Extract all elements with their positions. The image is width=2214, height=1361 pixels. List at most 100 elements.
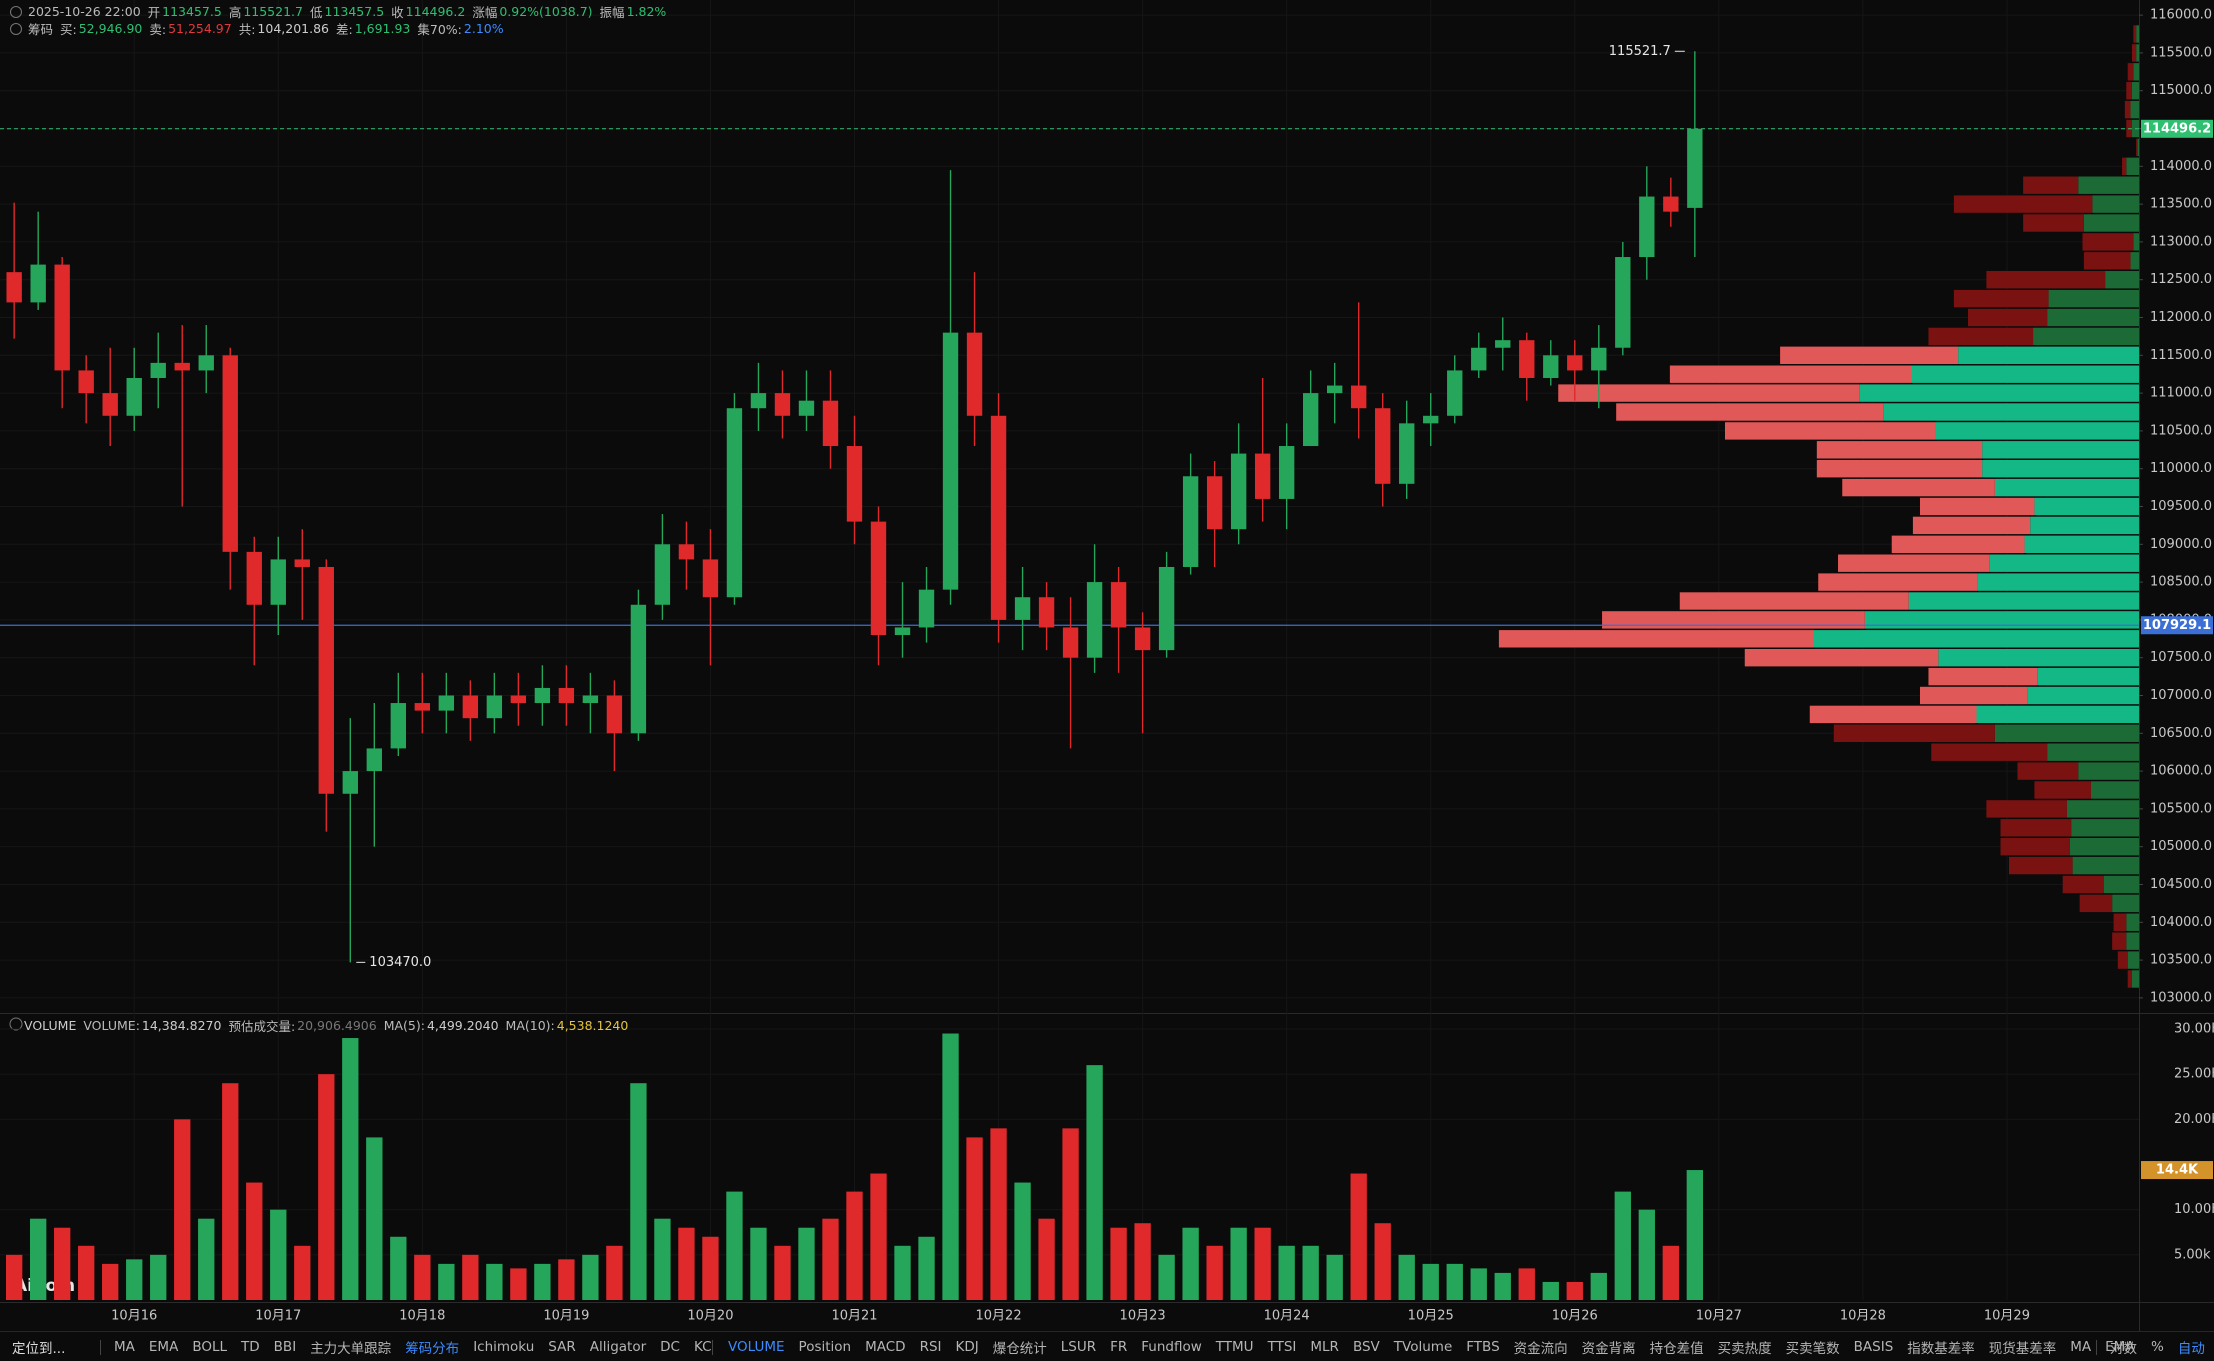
- toolbar-item[interactable]: 爆仓统计: [992, 1341, 1047, 1357]
- profile-buy: [1908, 592, 2139, 610]
- toolbar-item[interactable]: 主力大单跟踪: [310, 1341, 392, 1357]
- candle-body: [1182, 476, 1199, 567]
- candle-body: [630, 604, 647, 734]
- profile-buy: [2130, 252, 2139, 270]
- toolbar-item[interactable]: FR: [1110, 1339, 1128, 1355]
- toolbar-item[interactable]: MACD: [865, 1339, 906, 1355]
- toolbar-item[interactable]: DC: [660, 1339, 680, 1355]
- profile-buy: [2072, 856, 2139, 875]
- toolbar-item[interactable]: 现货基差率: [1988, 1341, 2057, 1357]
- toolbar-item[interactable]: KC: [693, 1339, 712, 1355]
- toolbar-item[interactable]: 自动: [2177, 1341, 2205, 1357]
- candle-body: [1110, 582, 1127, 628]
- y-tick-label: 115500.0: [2150, 45, 2212, 60]
- volume-bar: [1158, 1254, 1175, 1300]
- candle-body: [1230, 453, 1247, 530]
- toolbar-item[interactable]: SAR: [548, 1339, 576, 1355]
- candle-body: [1447, 370, 1463, 416]
- profile-buy: [1938, 648, 2139, 667]
- x-tick-label: 10月27: [1696, 1309, 1742, 1324]
- main-indicators: MA EMA BOLL TD BBI 主力大单跟踪 筹码分布 Ichimoku SAR Allig…: [114, 1332, 726, 1361]
- collapse-icon[interactable]: [9, 1017, 23, 1031]
- toolbar-item[interactable]: %: [2151, 1339, 2164, 1355]
- toolbar-item[interactable]: EMA: [148, 1339, 179, 1355]
- toolbar-item[interactable]: 买卖笔数: [1785, 1341, 1840, 1357]
- candle-body: [1687, 128, 1703, 208]
- y-tick-label: 114000.0: [2150, 159, 2212, 174]
- toolbar-item[interactable]: 资金流向: [1513, 1341, 1568, 1357]
- y-tick-label: 110000.0: [2150, 461, 2212, 476]
- toolbar-item[interactable]: TD: [241, 1339, 260, 1355]
- profile-sell: [2117, 951, 2128, 969]
- candle-body: [702, 559, 719, 598]
- profile-sell: [1928, 327, 2034, 346]
- candle-body: [942, 332, 959, 590]
- header-value: 52,946.90: [78, 21, 143, 36]
- candle-body: [870, 521, 887, 636]
- toolbar-item[interactable]: BSV: [1352, 1339, 1380, 1355]
- toolbar-item[interactable]: Alligator: [589, 1339, 647, 1355]
- toolbar-item[interactable]: VOLUME: [728, 1339, 785, 1355]
- volume-bar: [414, 1254, 431, 1300]
- y-tick-label: 113000.0: [2150, 234, 2212, 249]
- profile-buy: [1859, 384, 2139, 402]
- toolbar-item[interactable]: MLR: [1310, 1339, 1339, 1355]
- locate[interactable]: 定位到...: [12, 1332, 79, 1361]
- header-value: 4,499.2040: [426, 1018, 499, 1033]
- header-value: 104,201.86: [257, 21, 329, 36]
- toolbar-item[interactable]: 资金背离: [1581, 1341, 1636, 1357]
- candle-body: [1254, 453, 1271, 499]
- candle-body: [1014, 597, 1031, 620]
- toolbar-item[interactable]: Position: [798, 1339, 852, 1355]
- toolbar-item[interactable]: 指数基差率: [1907, 1341, 1975, 1357]
- toolbar-item[interactable]: TVolume: [1393, 1339, 1453, 1355]
- profile-sell: [2122, 157, 2127, 176]
- volume-title: VOLUME: [24, 1018, 77, 1033]
- toolbar-item[interactable]: TTSI: [1267, 1339, 1297, 1355]
- x-tick-label: 10月19: [543, 1309, 589, 1324]
- profile-buy: [2024, 535, 2139, 553]
- toolbar-item[interactable]: BBI: [273, 1339, 297, 1355]
- profile-sell: [2017, 762, 2079, 780]
- profile-buy: [2047, 308, 2139, 327]
- candle-body: [654, 544, 671, 605]
- toolbar-item[interactable]: LSUR: [1060, 1339, 1097, 1355]
- volume-bar: [1302, 1245, 1319, 1300]
- header-label: 差:: [336, 22, 353, 37]
- toolbar-item[interactable]: FTBS: [1466, 1339, 1500, 1355]
- toolbar-item[interactable]: 持仓差值: [1649, 1341, 1704, 1357]
- header-value: 114496.2: [405, 4, 466, 19]
- toolbar-item[interactable]: 筹码分布: [405, 1341, 460, 1357]
- profile-buy: [2136, 44, 2139, 62]
- toolbar-item[interactable]: BASIS: [1853, 1339, 1894, 1355]
- toolbar-item[interactable]: 对数: [2110, 1341, 2137, 1357]
- profile-sell: [2023, 176, 2079, 194]
- toolbar-item[interactable]: MA: [2070, 1339, 2092, 1355]
- toolbar-item[interactable]: RSI: [919, 1339, 942, 1355]
- volume-bar: [270, 1209, 287, 1300]
- profile-sell: [1558, 384, 1860, 402]
- profile-sell: [1891, 535, 2025, 553]
- toolbar-item[interactable]: Fundflow: [1141, 1339, 1202, 1355]
- toolbar-item[interactable]: TTMU: [1215, 1339, 1254, 1355]
- axis-options: 对数% 自动: [2110, 1332, 2214, 1361]
- candle-body: [246, 551, 262, 605]
- profile-sell: [1679, 592, 1909, 610]
- header-label: MA(5):: [383, 1018, 425, 1033]
- profile-buy: [2131, 970, 2139, 988]
- profile-sell: [2009, 856, 2073, 875]
- locate-button[interactable]: 定位到...: [12, 1341, 66, 1357]
- volume-bar: [150, 1254, 167, 1300]
- toolbar-item[interactable]: MA: [114, 1339, 135, 1355]
- header-label: 低: [309, 5, 323, 20]
- profile-sell: [1498, 630, 1814, 648]
- candle-body: [1038, 597, 1055, 628]
- low-annotation: 103470.0: [369, 955, 431, 970]
- toolbar-item[interactable]: BOLL: [192, 1339, 228, 1355]
- header-label: 开: [147, 5, 161, 20]
- toolbar-item[interactable]: 买卖热度: [1717, 1341, 1772, 1357]
- toolbar-item[interactable]: KDJ: [955, 1339, 979, 1355]
- toolbar-item[interactable]: EMA: [2105, 1339, 2135, 1355]
- toolbar-item[interactable]: Ichimoku: [473, 1339, 535, 1355]
- volume-bar: [654, 1218, 671, 1300]
